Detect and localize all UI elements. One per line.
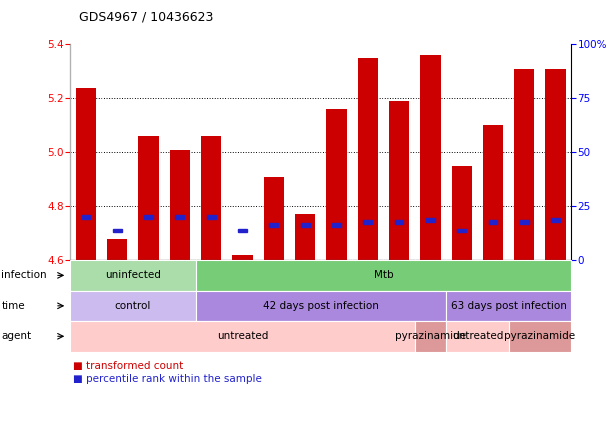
Bar	[326, 109, 346, 260]
Text: pyrazinamide: pyrazinamide	[395, 331, 466, 341]
Bar	[144, 215, 153, 219]
Text: agent: agent	[1, 331, 31, 341]
Bar	[138, 136, 159, 260]
Bar	[483, 125, 503, 260]
Bar	[364, 220, 372, 224]
Text: 63 days post infection: 63 days post infection	[451, 301, 566, 311]
Bar	[551, 218, 560, 222]
Text: infection: infection	[1, 270, 47, 280]
Bar	[520, 220, 529, 224]
Text: Mtb: Mtb	[373, 270, 393, 280]
Bar	[332, 223, 341, 227]
Bar	[170, 150, 190, 260]
Bar	[263, 176, 284, 260]
Bar	[207, 215, 216, 219]
Bar	[546, 69, 566, 260]
Bar	[301, 223, 310, 227]
Bar	[295, 214, 315, 260]
Bar	[514, 69, 535, 260]
Text: pyrazinamide: pyrazinamide	[505, 331, 576, 341]
Bar	[357, 58, 378, 260]
Bar	[113, 228, 122, 232]
Bar	[452, 166, 472, 260]
Text: ■ transformed count: ■ transformed count	[73, 361, 183, 371]
Bar	[489, 220, 497, 224]
Text: time: time	[1, 301, 25, 311]
Bar	[107, 239, 128, 260]
Bar	[175, 215, 185, 219]
Text: untreated: untreated	[217, 331, 268, 341]
Bar	[426, 218, 435, 222]
Bar	[201, 136, 221, 260]
Bar	[395, 220, 403, 224]
Text: ■ percentile rank within the sample: ■ percentile rank within the sample	[73, 374, 262, 384]
Bar	[420, 55, 441, 260]
Text: 42 days post infection: 42 days post infection	[263, 301, 379, 311]
Text: untreated: untreated	[452, 331, 503, 341]
Text: control: control	[115, 301, 151, 311]
Bar	[457, 228, 466, 232]
Text: GDS4967 / 10436623: GDS4967 / 10436623	[79, 11, 214, 24]
Bar	[389, 101, 409, 260]
Bar	[81, 215, 90, 219]
Bar	[269, 223, 278, 227]
Text: uninfected: uninfected	[105, 270, 161, 280]
Bar	[232, 255, 253, 260]
Bar	[238, 228, 247, 232]
Bar	[76, 88, 96, 260]
